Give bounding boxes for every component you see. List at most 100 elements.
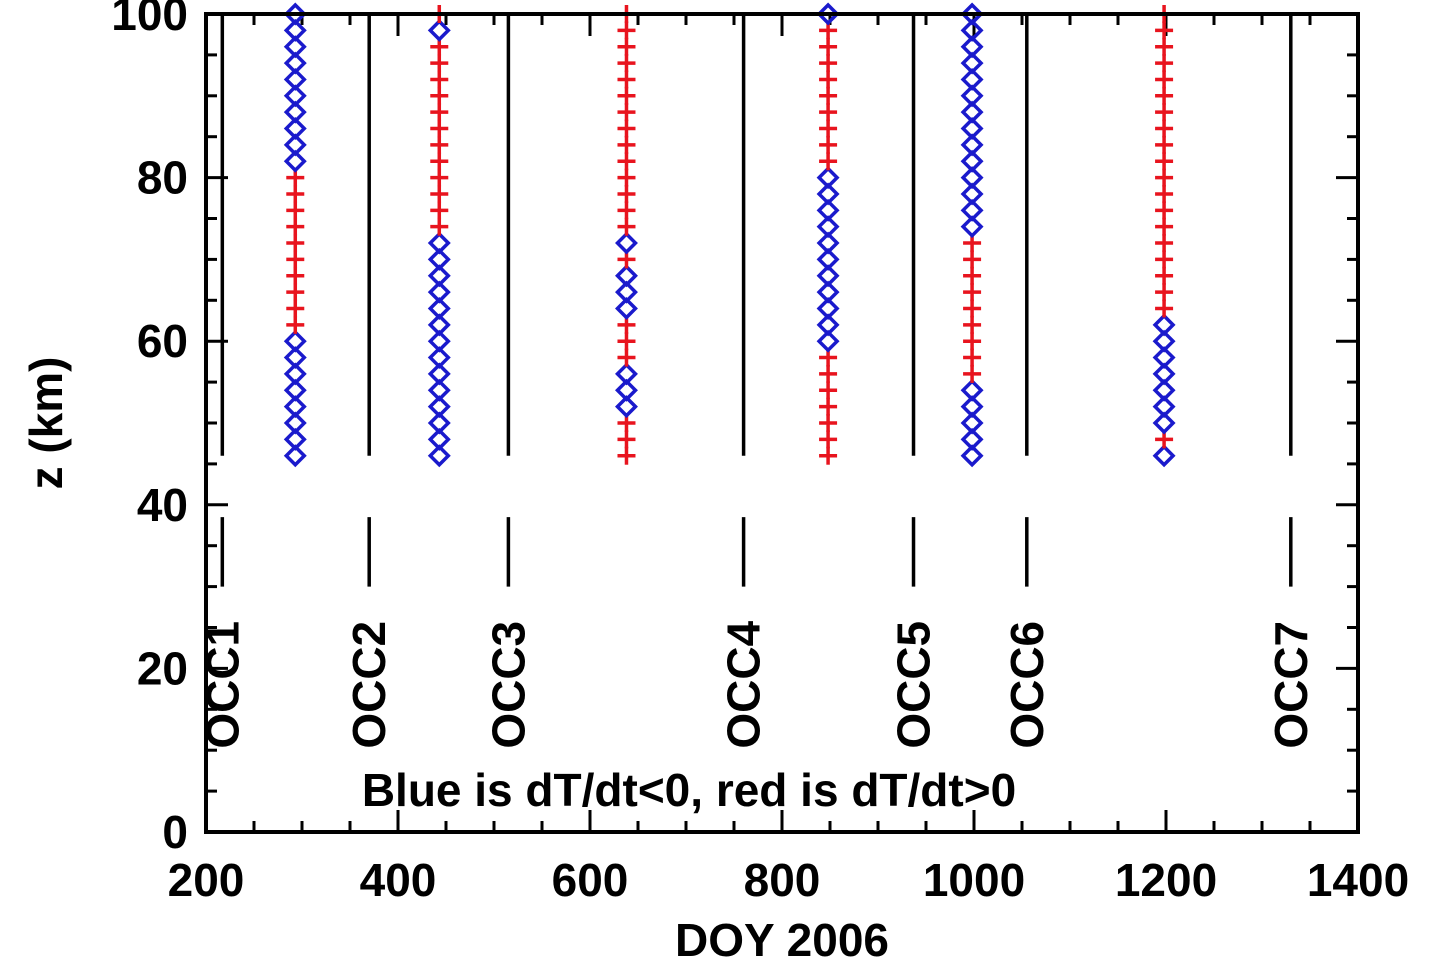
plus-point <box>963 364 982 383</box>
diamond-point <box>427 444 451 468</box>
y-tick-label: 40 <box>137 479 188 531</box>
diamond-point <box>283 362 307 386</box>
plus-point <box>430 103 449 122</box>
plus-point <box>1155 54 1174 73</box>
tick-labels: 200 400 600 800 1000 1200 1400 0 20 40 60 80 100 <box>111 0 1409 906</box>
plus-point <box>286 234 305 253</box>
plus-point <box>1155 86 1174 105</box>
plus-point <box>819 119 838 138</box>
plus-point <box>617 201 636 220</box>
plus-point <box>963 266 982 285</box>
diamond-point <box>960 395 984 419</box>
plus-point <box>819 397 838 416</box>
plus-point <box>819 446 838 465</box>
plus-point <box>1155 283 1174 302</box>
diamond-point <box>816 231 840 255</box>
plus-point <box>819 86 838 105</box>
diamond-point <box>283 2 307 26</box>
diamond-point <box>816 297 840 320</box>
occultation-label: OCC5 <box>888 621 940 749</box>
diamond-point <box>427 231 451 255</box>
plus-point <box>430 168 449 187</box>
diamond-point <box>427 297 451 320</box>
plus-point <box>1155 21 1174 40</box>
occultation-label: OCC4 <box>718 620 770 748</box>
diamond-point <box>960 427 984 451</box>
diamond-point <box>816 198 840 222</box>
diamond-point <box>615 395 638 419</box>
x-tick-label: 1200 <box>1115 854 1217 906</box>
plus-point <box>1155 201 1174 220</box>
plus-point <box>963 315 982 334</box>
diamond-point <box>816 215 840 239</box>
plus-point <box>1155 266 1174 285</box>
diamond-point <box>283 329 307 353</box>
plus-point <box>1155 37 1174 56</box>
diamond-point <box>960 182 984 206</box>
diamond-point <box>1152 444 1176 468</box>
plus-point <box>617 54 636 73</box>
occultation-label: OCC6 <box>1001 621 1053 749</box>
plus-point <box>617 135 636 154</box>
diamond-point <box>1152 411 1176 435</box>
x-tick-label: 800 <box>744 854 821 906</box>
plus-point <box>617 70 636 89</box>
diamond-point <box>427 427 451 451</box>
plus-point <box>819 364 838 383</box>
diamond-point <box>427 264 451 288</box>
plus-point <box>286 250 305 269</box>
diamond-point <box>1152 362 1176 386</box>
plus-point <box>819 135 838 154</box>
diamond-point <box>816 264 840 288</box>
diamond-point <box>816 2 840 26</box>
plus-point <box>617 21 636 40</box>
diamond-point <box>960 67 984 91</box>
y-tick-label: 100 <box>111 0 188 40</box>
x-tick-label: 200 <box>168 854 245 906</box>
plus-point <box>617 37 636 56</box>
plus-point <box>430 119 449 138</box>
x-axis-label: DOY 2006 <box>675 914 889 966</box>
plus-point <box>1155 103 1174 122</box>
diamond-point <box>427 411 451 435</box>
plus-point <box>819 70 838 89</box>
plus-point <box>617 217 636 236</box>
plus-point <box>1155 217 1174 236</box>
diamond-point <box>283 346 307 370</box>
diamond-point <box>283 35 307 59</box>
plus-point <box>1155 119 1174 138</box>
diamond-point <box>960 117 984 140</box>
plus-point <box>286 283 305 302</box>
diamond-point <box>283 67 307 91</box>
diamond-point <box>283 411 307 435</box>
plus-point <box>286 184 305 203</box>
plus-point <box>963 332 982 351</box>
diamond-point <box>427 313 451 337</box>
diamond-point <box>960 215 984 239</box>
diamond-point <box>283 100 307 124</box>
diamond-point <box>816 247 840 271</box>
occultation-label: OCC2 <box>343 621 395 749</box>
diamond-point <box>283 149 307 173</box>
plus-point <box>286 266 305 285</box>
diamond-point <box>816 329 840 353</box>
diamond-point <box>427 378 451 402</box>
plus-point <box>819 103 838 122</box>
occultation-label: OCC3 <box>482 621 534 749</box>
plus-point <box>617 348 636 367</box>
plus-point <box>1155 184 1174 203</box>
plus-point <box>430 217 449 236</box>
diamond-point <box>1152 329 1176 353</box>
diamond-point <box>615 297 638 320</box>
diamond-point <box>1152 313 1176 337</box>
diamond-point <box>427 247 451 271</box>
plus-point <box>819 430 838 449</box>
diamond-point <box>427 18 451 42</box>
diamond-point <box>615 362 638 386</box>
diamond-point <box>960 411 984 435</box>
x-tick-label: 1000 <box>923 854 1025 906</box>
occultation-label: OCC7 <box>1265 621 1317 749</box>
diamond-point <box>1152 378 1176 402</box>
plus-point <box>963 250 982 269</box>
